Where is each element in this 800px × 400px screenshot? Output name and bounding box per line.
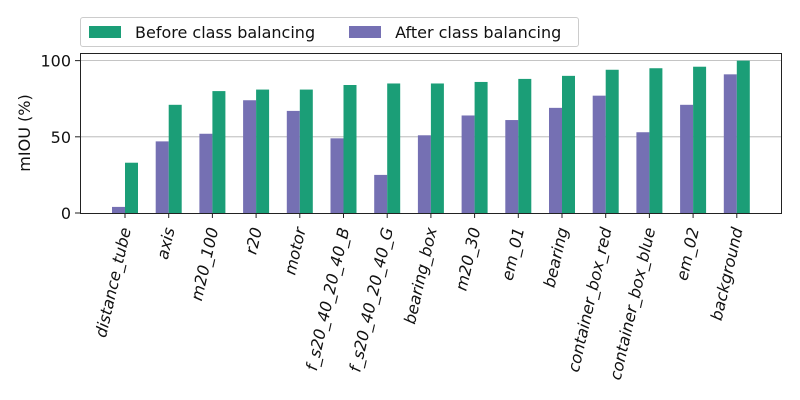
- bar-after-background: [723, 74, 737, 213]
- bar-after-m20-30: [461, 115, 475, 213]
- bar-before-container-box-red: [605, 69, 619, 213]
- bar-before-axis: [168, 104, 182, 213]
- x-tick-label-f-s20-40-20-40-g: f_s20_40_20_40_G: [345, 226, 398, 375]
- bars: [112, 60, 750, 214]
- x-tick-label-m20-100: m20_100: [187, 226, 223, 303]
- bar-after-bearing: [549, 107, 562, 213]
- bar-before-distance-tube: [125, 162, 138, 213]
- bar-after-distance-tube: [112, 206, 125, 213]
- bar-before-f-s20-40-20-40-g: [387, 83, 401, 213]
- y-axis-label: mIOU (%): [15, 94, 34, 171]
- y-axis-ticks: 0 50 100: [40, 52, 80, 223]
- x-axis-ticks: distance_tube axis m20_100 r20 motorf_s20_40…: [91, 213, 747, 382]
- x-tick-label-distance-tube: distance_tube: [91, 225, 136, 339]
- bar-before-motor: [299, 89, 313, 213]
- bar-before-background: [736, 60, 750, 213]
- bar-before-bearing-box: [430, 83, 444, 213]
- bar-after-r20: [243, 100, 257, 213]
- bar-before-f-s20-40-20-40-b: [343, 85, 357, 213]
- bar-after-m20-100: [199, 133, 213, 213]
- bar-after-axis: [155, 141, 169, 213]
- bar-after-f-s20-40-20-40-g: [374, 174, 388, 213]
- bar-before-em-02: [693, 66, 707, 213]
- legend-swatch-after: [349, 26, 382, 38]
- y-tick-label: 100: [40, 52, 71, 71]
- x-tick-label-container-box-red: container_box_red: [564, 225, 617, 374]
- legend-item-after: After class balancing: [349, 23, 561, 42]
- bar-before-em-01: [518, 78, 532, 214]
- bar-after-container-box-red: [592, 95, 606, 213]
- bar-before-container-box-blue: [649, 68, 663, 213]
- bar-after-f-s20-40-20-40-b: [330, 138, 344, 213]
- legend: Before class balancing After class balan…: [80, 17, 579, 47]
- x-tick-label-f-s20-40-20-40-b: f_s20_40_20_40_B: [302, 226, 354, 373]
- legend-swatch-before: [89, 26, 121, 38]
- x-tick-label-em-02: em_02: [672, 226, 704, 283]
- y-tick-label: 50: [51, 128, 71, 147]
- bar-after-em-02: [680, 104, 694, 213]
- x-tick-label-r20: r20: [241, 226, 266, 257]
- x-tick-label-m20-30: m20_30: [452, 226, 486, 293]
- bar-before-m20-100: [212, 91, 226, 213]
- y-tick-label: 0: [61, 204, 71, 223]
- x-tick-label-motor: motor: [280, 224, 310, 276]
- gridlines: [80, 60, 781, 138]
- bar-before-m20-30: [474, 81, 488, 213]
- bar-before-bearing: [562, 75, 575, 213]
- bar-before-r20: [256, 89, 270, 213]
- x-tick-label-em-01: em_01: [498, 226, 530, 283]
- legend-item-before: Before class balancing: [89, 23, 315, 42]
- x-tick-label-background: background: [707, 225, 747, 323]
- legend-label-after: After class balancing: [395, 22, 562, 42]
- bar-after-motor: [286, 110, 300, 213]
- legend-label-before: Before class balancing: [135, 22, 316, 42]
- x-tick-label-container-box-blue: container_box_blue: [606, 225, 661, 381]
- bar-after-em-01: [505, 120, 519, 213]
- x-tick-label-bearing-box: bearing_box: [400, 225, 442, 326]
- bar-after-bearing-box: [417, 135, 431, 213]
- x-tick-label-bearing: bearing: [540, 226, 572, 290]
- bar-after-container-box-blue: [636, 132, 650, 213]
- x-tick-label-axis: axis: [153, 226, 179, 262]
